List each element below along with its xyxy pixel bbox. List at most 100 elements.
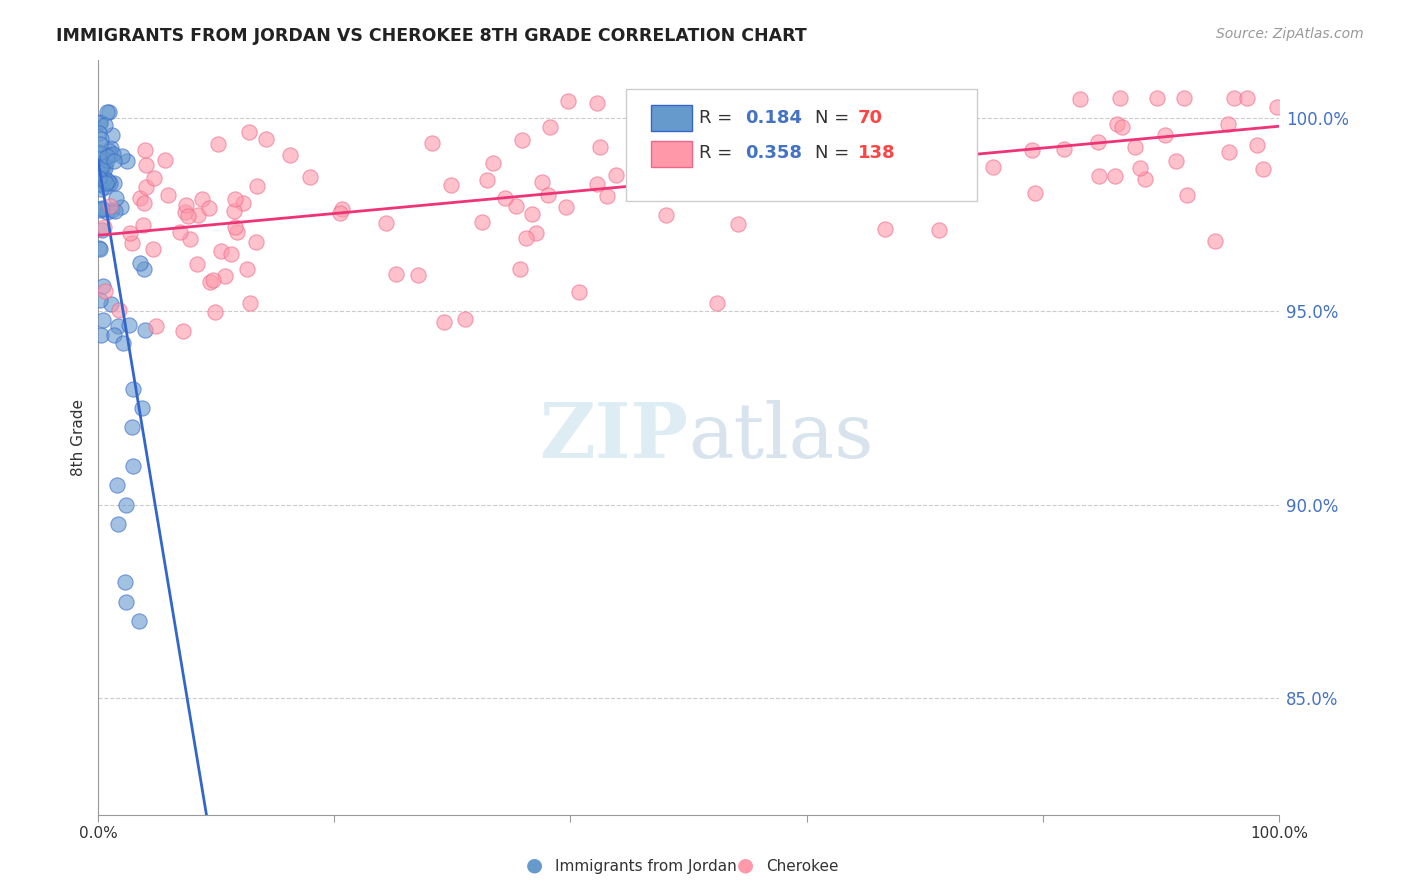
- Cherokee: [853, 156, 876, 170]
- Text: IMMIGRANTS FROM JORDAN VS CHEROKEE 8TH GRADE CORRELATION CHART: IMMIGRANTS FROM JORDAN VS CHEROKEE 8TH G…: [56, 27, 807, 45]
- Cherokee: [927, 124, 949, 138]
- Cherokee: [827, 140, 849, 154]
- Cherokee: [873, 222, 896, 236]
- Immigrants from Jordan: [100, 297, 122, 311]
- Cherokee: [482, 155, 505, 169]
- Immigrants from Jordan: [111, 149, 134, 163]
- Immigrants from Jordan: [89, 137, 111, 152]
- Cherokee: [477, 173, 499, 187]
- Immigrants from Jordan: [89, 242, 111, 256]
- Cherokee: [520, 207, 543, 221]
- Immigrants from Jordan: [89, 162, 111, 177]
- Text: 0.358: 0.358: [745, 145, 803, 162]
- Cherokee: [1251, 162, 1274, 177]
- Cherokee: [1107, 117, 1129, 131]
- Immigrants from Jordan: [105, 191, 128, 205]
- Cherokee: [1146, 91, 1168, 105]
- Cherokee: [495, 191, 517, 205]
- Cherokee: [929, 91, 952, 105]
- Text: Source: ZipAtlas.com: Source: ZipAtlas.com: [1216, 27, 1364, 41]
- Cherokee: [905, 91, 928, 105]
- Cherokee: [204, 305, 226, 319]
- Cherokee: [202, 273, 225, 287]
- Cherokee: [928, 223, 950, 237]
- Cherokee: [749, 178, 772, 192]
- Cherokee: [330, 202, 353, 216]
- Immigrants from Jordan: [93, 172, 115, 186]
- Cherokee: [886, 173, 908, 187]
- Cherokee: [747, 112, 769, 126]
- Immigrants from Jordan: [115, 153, 138, 168]
- Immigrants from Jordan: [104, 203, 127, 218]
- Cherokee: [245, 235, 267, 249]
- Immigrants from Jordan: [122, 459, 145, 474]
- Cherokee: [1164, 154, 1187, 169]
- Immigrants from Jordan: [91, 201, 114, 215]
- Cherokee: [198, 201, 221, 215]
- Cherokee: [950, 116, 973, 130]
- Cherokee: [524, 226, 547, 240]
- Cherokee: [177, 209, 200, 223]
- Cherokee: [186, 257, 208, 271]
- Text: 138: 138: [858, 145, 896, 162]
- Cherokee: [143, 171, 166, 186]
- Cherokee: [329, 205, 352, 219]
- Cherokee: [1024, 186, 1046, 201]
- Cherokee: [1069, 92, 1091, 106]
- Immigrants from Jordan: [103, 147, 125, 161]
- Cherokee: [145, 318, 167, 333]
- Cherokee: [156, 188, 179, 202]
- Immigrants from Jordan: [94, 176, 117, 190]
- Cherokee: [169, 225, 191, 239]
- Cherokee: [897, 172, 920, 186]
- Immigrants from Jordan: [98, 144, 121, 158]
- Immigrants from Jordan: [97, 105, 120, 120]
- Immigrants from Jordan: [94, 161, 117, 176]
- Cherokee: [433, 315, 456, 329]
- Cherokee: [225, 225, 247, 239]
- Immigrants from Jordan: [131, 401, 153, 415]
- Cherokee: [118, 226, 141, 240]
- Immigrants from Jordan: [89, 163, 111, 178]
- Immigrants from Jordan: [121, 420, 143, 434]
- Immigrants from Jordan: [100, 128, 122, 142]
- Text: N =: N =: [815, 109, 855, 127]
- Text: atlas: atlas: [689, 400, 875, 474]
- Immigrants from Jordan: [129, 255, 152, 269]
- Cherokee: [627, 182, 650, 196]
- Immigrants from Jordan: [98, 148, 121, 162]
- Cherokee: [239, 296, 262, 310]
- Cherokee: [911, 150, 934, 164]
- Immigrants from Jordan: [103, 176, 125, 190]
- Immigrants from Jordan: [97, 174, 120, 188]
- Immigrants from Jordan: [103, 328, 125, 343]
- Cherokee: [280, 148, 302, 162]
- Cherokee: [440, 178, 463, 192]
- Cherokee: [845, 126, 868, 140]
- Cherokee: [1236, 91, 1258, 105]
- Cherokee: [1218, 145, 1240, 159]
- Cherokee: [172, 324, 194, 338]
- Cherokee: [1053, 142, 1076, 156]
- Cherokee: [246, 179, 269, 194]
- Cherokee: [557, 95, 579, 109]
- Cherokee: [586, 96, 609, 111]
- Immigrants from Jordan: [94, 158, 117, 172]
- Immigrants from Jordan: [89, 170, 111, 185]
- Immigrants from Jordan: [122, 382, 145, 396]
- Text: ●: ●: [526, 855, 543, 874]
- Cherokee: [186, 208, 208, 222]
- Cherokee: [1175, 188, 1198, 202]
- Cherokee: [1087, 136, 1109, 150]
- Immigrants from Jordan: [132, 261, 155, 276]
- Cherokee: [179, 232, 201, 246]
- Cherokee: [1088, 169, 1111, 183]
- Immigrants from Jordan: [91, 279, 114, 293]
- Cherokee: [132, 196, 155, 211]
- Immigrants from Jordan: [96, 204, 118, 219]
- Cherokee: [1133, 172, 1156, 186]
- Cherokee: [537, 188, 560, 202]
- Cherokee: [683, 177, 706, 191]
- Cherokee: [887, 167, 910, 181]
- Text: ●: ●: [737, 855, 754, 874]
